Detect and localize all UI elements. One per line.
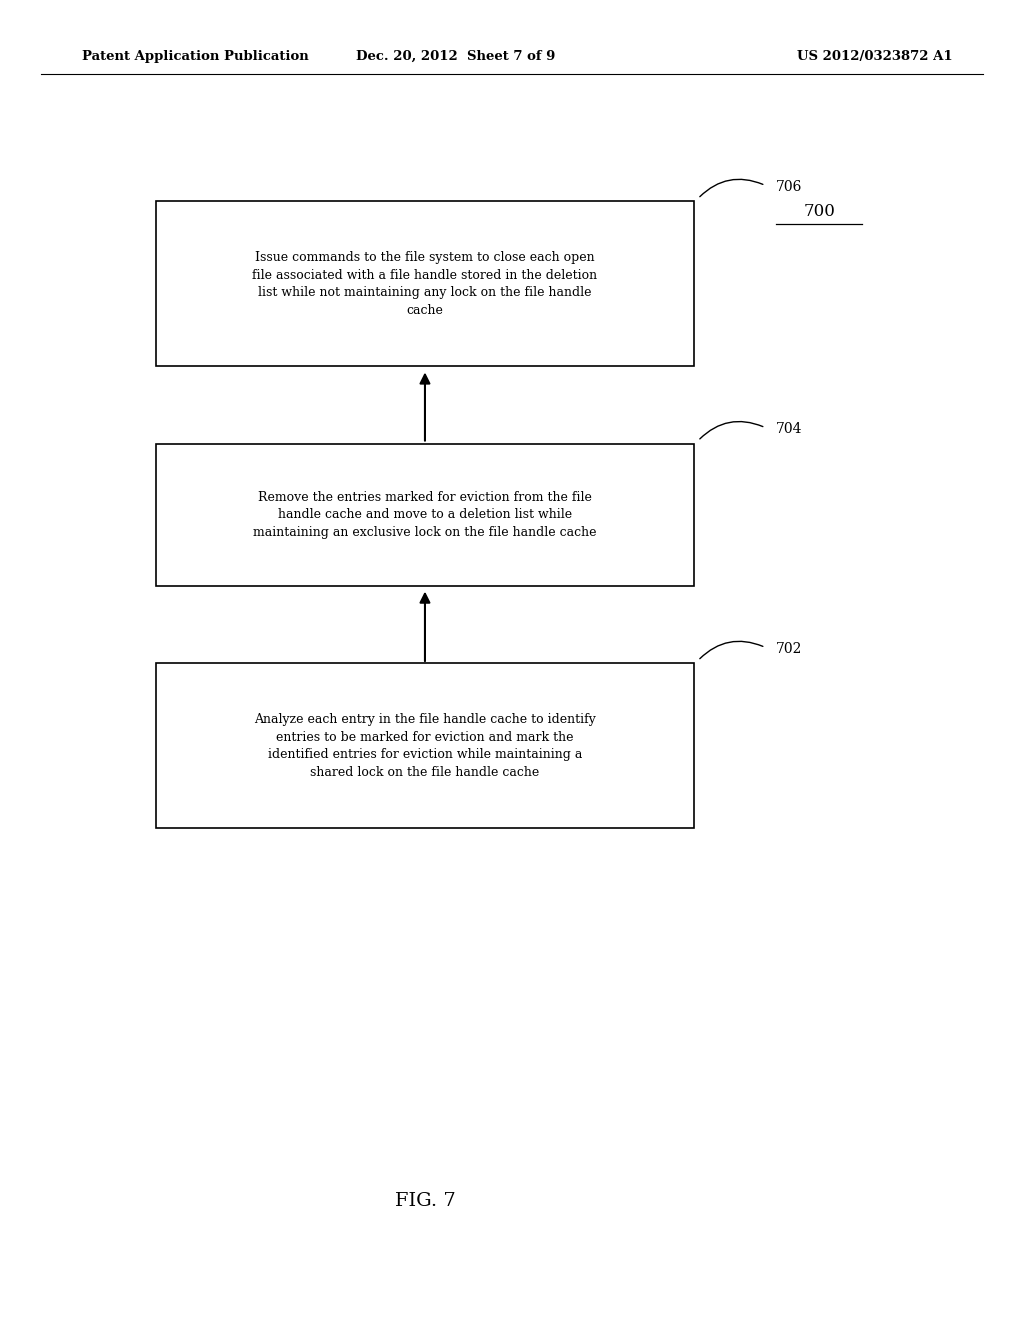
Text: Patent Application Publication: Patent Application Publication xyxy=(82,50,308,63)
Text: 706: 706 xyxy=(776,180,802,194)
Text: Remove the entries marked for eviction from the file
handle cache and move to a : Remove the entries marked for eviction f… xyxy=(253,491,597,539)
Text: Analyze each entry in the file handle cache to identify
entries to be marked for: Analyze each entry in the file handle ca… xyxy=(254,713,596,779)
Bar xyxy=(156,201,694,366)
Bar xyxy=(156,663,694,829)
Text: 704: 704 xyxy=(776,422,802,436)
Text: US 2012/0323872 A1: US 2012/0323872 A1 xyxy=(797,50,952,63)
Text: 702: 702 xyxy=(776,642,802,656)
Bar xyxy=(156,444,694,586)
Text: 700: 700 xyxy=(803,203,836,219)
Text: FIG. 7: FIG. 7 xyxy=(394,1192,456,1210)
Text: Issue commands to the file system to close each open
file associated with a file: Issue commands to the file system to clo… xyxy=(252,251,598,317)
Text: Dec. 20, 2012  Sheet 7 of 9: Dec. 20, 2012 Sheet 7 of 9 xyxy=(356,50,555,63)
